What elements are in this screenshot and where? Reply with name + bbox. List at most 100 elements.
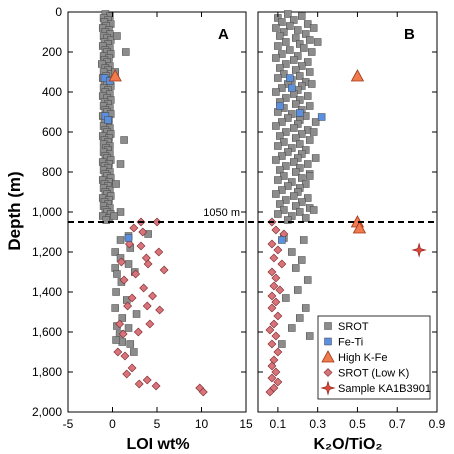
data-point-highkfe: [350, 69, 365, 82]
x-tick-label: 5: [154, 417, 161, 431]
data-point-srot: [307, 80, 316, 88]
data-point-srot: [124, 260, 133, 268]
data-point-srot: [290, 192, 298, 200]
data-point-srot: [280, 28, 288, 36]
data-point-srot: [111, 304, 119, 312]
data-point-srot: [112, 180, 120, 188]
data-point-srotlowk: [267, 373, 277, 383]
data-point-srot: [298, 150, 306, 158]
data-point-srotlowk: [148, 291, 157, 301]
y-tick-label: 600: [42, 125, 62, 139]
data-point-srot: [282, 162, 290, 170]
data-point-srot: [309, 24, 318, 32]
data-point-srot: [284, 10, 292, 18]
data-point-srot: [296, 96, 304, 104]
legend-marker-feti: [324, 337, 332, 346]
data-point-srot: [276, 200, 284, 208]
data-point-srot: [288, 178, 296, 186]
data-point-srot: [292, 264, 300, 272]
data-point-srot: [298, 82, 306, 90]
data-point-srotlowk: [152, 217, 162, 227]
data-point-srot: [298, 130, 306, 138]
data-point-srotlowk: [151, 381, 161, 391]
data-point-srot: [276, 166, 284, 174]
data-point-srotlowk: [119, 275, 129, 285]
panel-a-letter: A: [218, 26, 229, 43]
data-point-srot: [305, 68, 314, 76]
data-point-srot: [296, 72, 304, 80]
data-point-feti: [278, 236, 286, 244]
panel-b: B K₂O/TiO₂: [257, 10, 438, 453]
legend-marker-sample: [320, 380, 336, 396]
data-point-feti: [288, 84, 296, 92]
y-tick-label: 1,400: [32, 285, 62, 299]
data-point-srot: [272, 54, 280, 62]
data-point-srotlowk: [127, 293, 137, 303]
data-point-srot: [298, 256, 306, 264]
data-point-srot: [282, 60, 290, 68]
data-point-srot: [272, 122, 280, 130]
data-point-srot: [274, 142, 282, 150]
data-point-srotlowk: [142, 301, 152, 311]
data-point-srot: [303, 92, 312, 100]
data-point-srotlowk: [138, 227, 148, 237]
legend-label: SROT: [338, 321, 369, 333]
data-point-srot: [296, 40, 304, 48]
panel-b-x-axis-title: K₂O/TiO₂: [313, 436, 382, 453]
data-point-srot: [278, 18, 286, 26]
data-point-srot: [298, 62, 306, 70]
data-point-srot: [292, 100, 300, 108]
data-point-srot: [290, 16, 298, 24]
data-point-srot: [313, 38, 322, 46]
panel-a: A LOI wt%: [67, 10, 247, 453]
legend-label: High K-Fe: [338, 352, 388, 364]
data-point-srot: [292, 168, 300, 176]
data-point-srot: [288, 144, 296, 152]
data-point-srot: [272, 88, 280, 96]
data-point-srotlowk: [267, 339, 277, 349]
y-tick-label: 1,200: [32, 245, 62, 259]
data-point-srot: [274, 74, 282, 82]
data-point-srot: [278, 340, 286, 348]
data-point-srot: [118, 314, 127, 322]
data-point-srot: [296, 164, 304, 172]
data-point-srot: [298, 198, 306, 206]
data-point-srotlowk: [271, 297, 281, 307]
legend-marker-srotlowk: [323, 368, 333, 377]
data-point-srot: [292, 202, 300, 210]
data-point-srot: [272, 190, 280, 198]
data-point-srotlowk: [198, 387, 208, 397]
data-point-feti: [296, 109, 304, 117]
data-point-srot: [309, 128, 318, 136]
data-point-srotlowk: [129, 223, 139, 233]
data-point-srotlowk: [269, 319, 279, 329]
data-point-srot: [294, 52, 302, 60]
data-point-srot: [301, 180, 310, 188]
data-point-srot: [276, 64, 284, 72]
data-point-feti: [317, 113, 326, 121]
data-point-highkfe: [108, 69, 122, 82]
data-point-srot: [120, 136, 128, 144]
data-point-sample: [411, 242, 427, 258]
data-point-srot: [274, 210, 282, 218]
data-point-srotlowk: [159, 265, 169, 275]
data-point-srot: [116, 236, 125, 244]
data-point-srot: [113, 32, 121, 40]
data-point-srot: [118, 338, 127, 346]
data-point-srotlowk: [139, 283, 149, 293]
data-point-srot: [122, 48, 130, 56]
data-point-srot: [112, 288, 120, 296]
data-point-srot: [126, 340, 135, 348]
data-point-srotlowk: [271, 331, 281, 341]
data-point-srot: [102, 216, 111, 224]
data-point-srotlowk: [154, 247, 164, 257]
data-point-srotlowk: [124, 239, 134, 249]
data-point-srot: [301, 214, 310, 222]
data-point-srot: [130, 348, 138, 356]
data-point-srot: [113, 270, 121, 278]
data-point-srot: [294, 120, 302, 128]
legend-label: Sample KA1B3901: [338, 383, 431, 395]
data-point-srot: [110, 212, 119, 220]
y-tick-label: 1,600: [32, 325, 62, 339]
data-point-srotlowk: [131, 269, 141, 279]
